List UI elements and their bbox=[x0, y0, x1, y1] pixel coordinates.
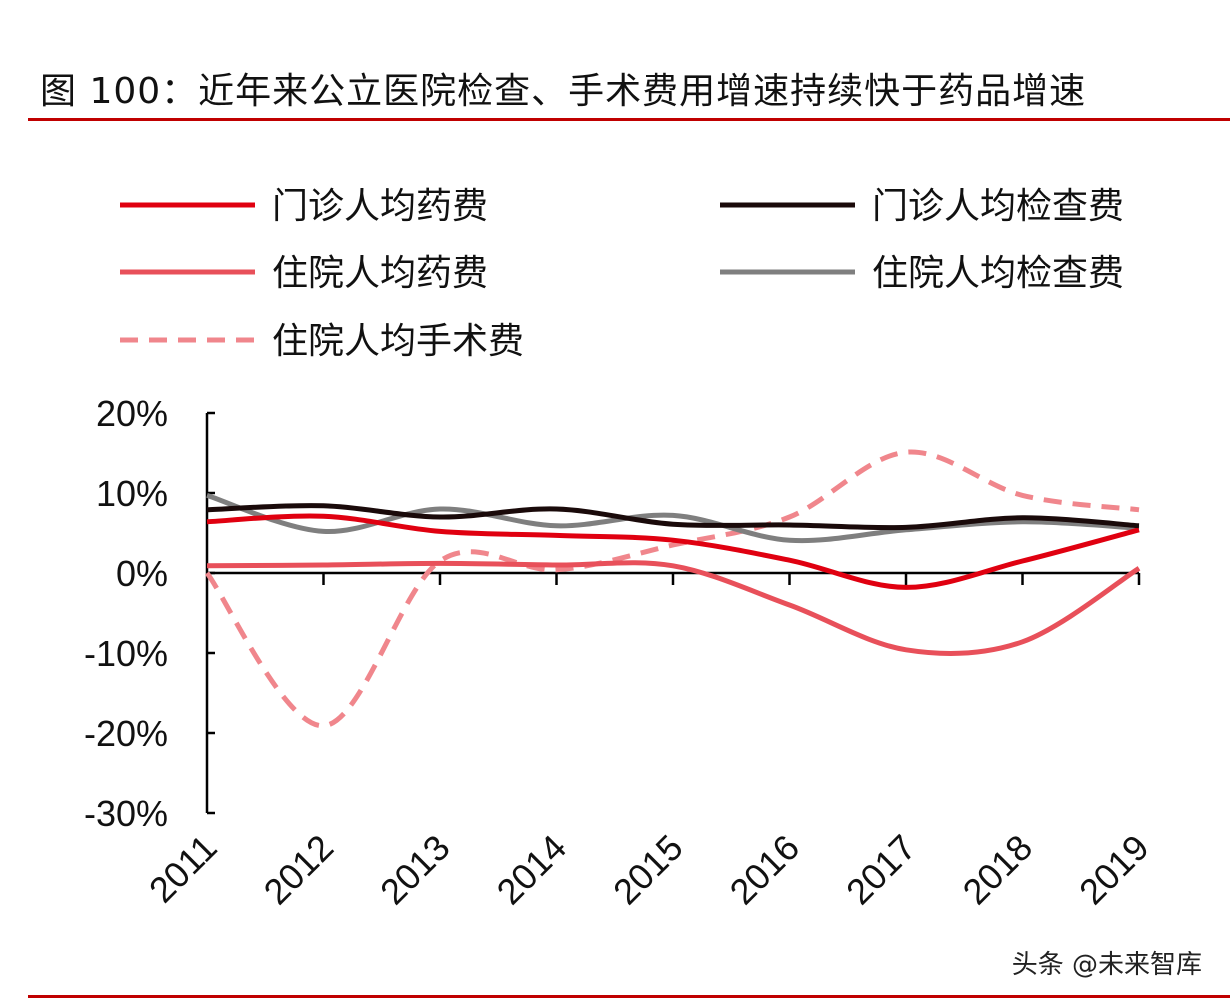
y-tick-label: 20% bbox=[96, 393, 168, 434]
y-tick-label: -20% bbox=[84, 713, 168, 754]
series-line bbox=[206, 513, 1140, 590]
x-tick-label: 2013 bbox=[372, 827, 458, 913]
y-tick-label: -10% bbox=[84, 633, 168, 674]
legend-label: 住院人均药费 bbox=[272, 253, 488, 294]
x-tick-label: 2012 bbox=[256, 827, 342, 913]
y-tick-label: 10% bbox=[96, 473, 168, 514]
legend-label: 住院人均手术费 bbox=[272, 321, 524, 362]
x-tick-label: 2016 bbox=[722, 827, 808, 913]
x-tick-label: 2017 bbox=[838, 827, 924, 913]
watermark: 头条 @未来智库 bbox=[1011, 950, 1202, 980]
x-tick-label: 2018 bbox=[955, 827, 1041, 913]
title-rule bbox=[28, 118, 1230, 121]
legend-label: 门诊人均药费 bbox=[272, 186, 488, 227]
y-tick-label: -30% bbox=[84, 793, 168, 834]
legend-label: 门诊人均检查费 bbox=[872, 186, 1124, 227]
series-line bbox=[204, 449, 1140, 729]
series-line bbox=[206, 503, 1140, 531]
y-tick-label: 0% bbox=[116, 553, 168, 594]
bottom-rule bbox=[28, 995, 1230, 998]
series-line bbox=[206, 560, 1141, 657]
series-line bbox=[206, 493, 1140, 544]
x-tick-label: 2011 bbox=[141, 827, 225, 911]
x-tick-label: 2015 bbox=[605, 827, 691, 913]
x-tick-label: 2019 bbox=[1071, 827, 1157, 913]
legend-label: 住院人均检查费 bbox=[872, 253, 1124, 294]
figure-title: 图 100：近年来公立医院检查、手术费用增速持续快于药品增速 bbox=[40, 71, 1087, 112]
x-tick-label: 2014 bbox=[489, 827, 575, 913]
